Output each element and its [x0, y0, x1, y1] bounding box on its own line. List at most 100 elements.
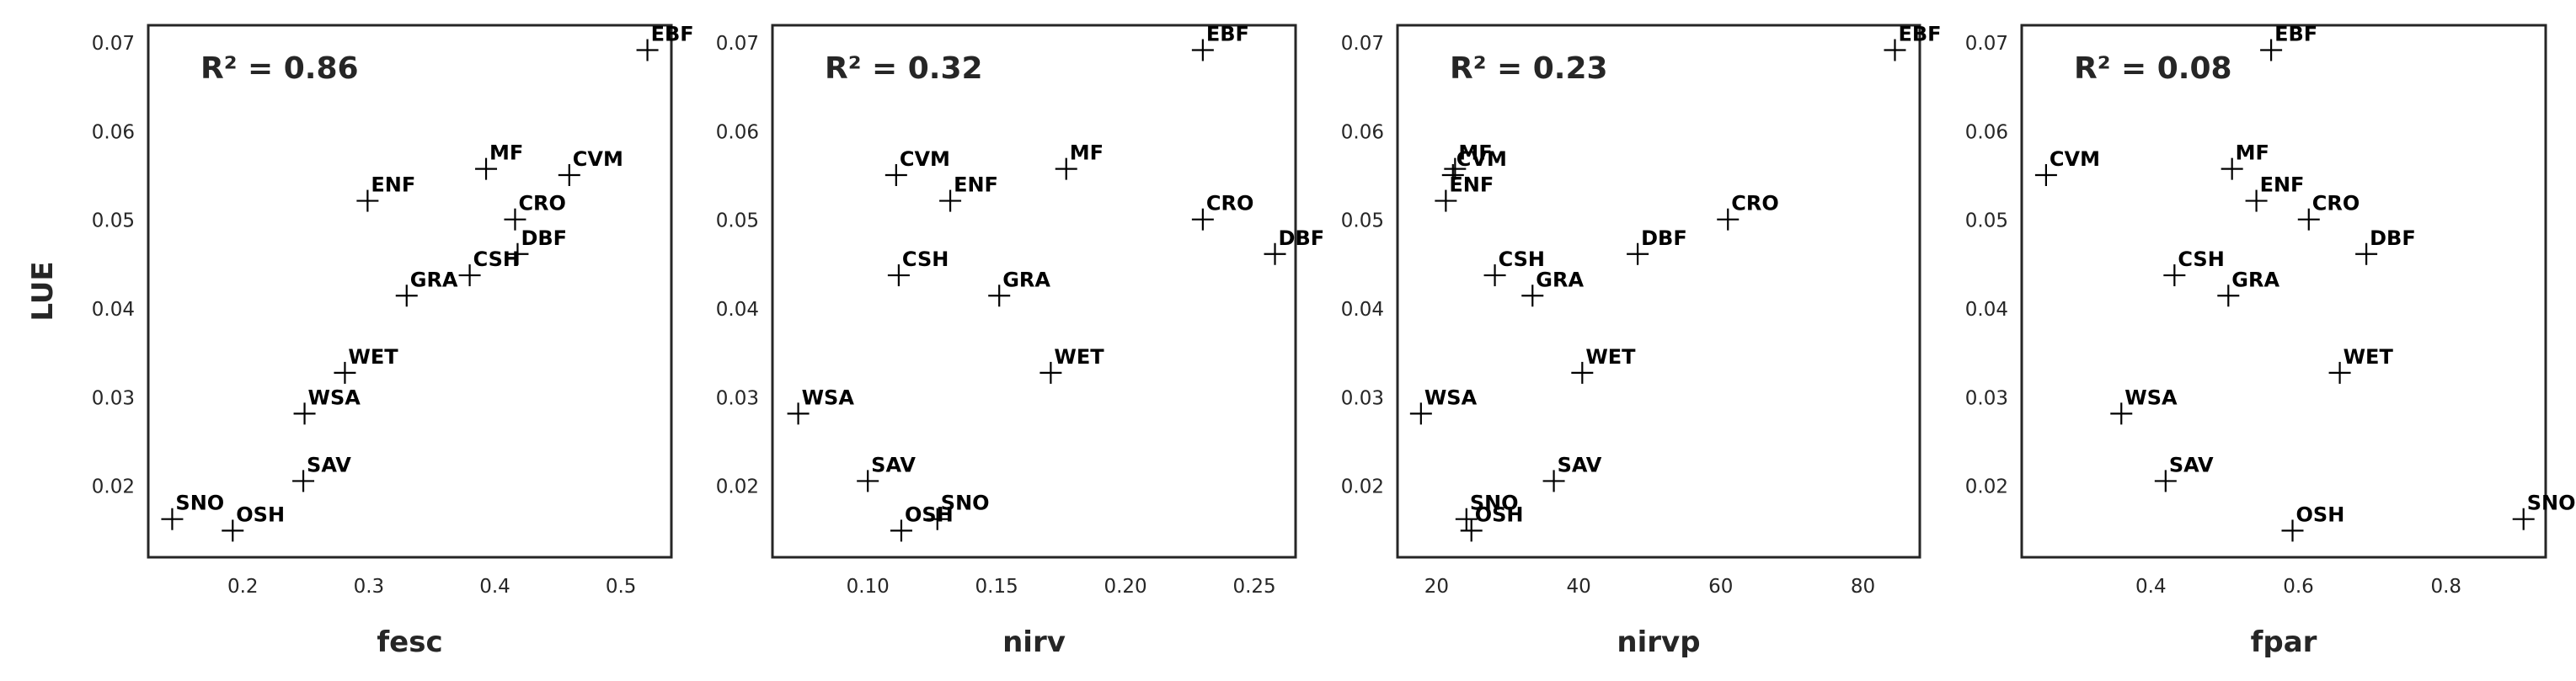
data-point: WET [2328, 345, 2394, 384]
data-point: DBF [506, 226, 567, 265]
point-label: ENF [1449, 173, 1494, 197]
data-point: SAV [1542, 453, 1602, 492]
point-label: ENF [2260, 173, 2305, 197]
x-tick-label: 80 [1851, 576, 1875, 598]
point-label: WET [2344, 345, 2394, 369]
point-label: WSA [2124, 386, 2178, 409]
point-label: CSH [2178, 247, 2224, 271]
data-point: CVM [1441, 147, 1507, 187]
x-tick-label: 40 [1566, 576, 1590, 598]
point-label: MF [2236, 141, 2269, 165]
y-axis-title: LUE [26, 261, 60, 321]
plot-frame [1396, 24, 1921, 559]
data-point: DBF [2355, 226, 2416, 265]
y-tick-label: 0.07 [716, 33, 759, 55]
point-label: EBF [1206, 22, 1249, 45]
data-point: SAV [2154, 453, 2214, 492]
data-point: WSA [1409, 386, 1478, 425]
data-point: OSH [890, 503, 954, 542]
y-tick-label: 0.02 [1965, 476, 2008, 498]
panel-1: 0.02 0.03 0.04 0.05 0.06 0.07 0.2 0.3 0.4 0.5 fesc… [26, 22, 694, 659]
data-point: EBF [1191, 22, 1249, 61]
y-tick-label: 0.06 [1965, 121, 2008, 143]
data-point: MF [475, 141, 523, 180]
panel-2: 0.02 0.03 0.04 0.05 0.06 0.07 0.10 0.15 0.20 0.25… [716, 22, 1324, 659]
point-label: CRO [1731, 192, 1779, 215]
x-tick-label: 0.2 [227, 576, 259, 598]
data-point: ENF [1435, 173, 1494, 212]
data-point: SAV [857, 453, 916, 492]
point-label: SNO [1470, 492, 1519, 515]
plot-frame [147, 24, 673, 559]
x-tick-label: 0.6 [2283, 576, 2314, 598]
data-point: OSH [222, 503, 285, 542]
y-tick-label: 0.06 [716, 121, 759, 143]
point-label: MF [489, 141, 523, 165]
y-tick-label: 0.02 [1341, 476, 1384, 498]
point-label: OSH [2296, 503, 2345, 526]
point-label: MF [1070, 141, 1104, 165]
point-label: DBF [521, 226, 567, 250]
point-label: CSH [473, 247, 520, 271]
data-point: DBF [1627, 226, 1687, 265]
point-label: WSA [1424, 386, 1478, 409]
data-point: WSA [2110, 386, 2178, 425]
y-tick-label: 0.05 [716, 210, 759, 232]
data-point: OSH [2281, 503, 2345, 542]
data-point: ENF [939, 173, 998, 212]
point-label: OSH [1475, 503, 1524, 526]
point-label: CRO [518, 192, 566, 215]
data-point: CSH [1483, 247, 1545, 287]
data-point: EBF [636, 22, 694, 61]
point-label: WET [1585, 345, 1636, 369]
point-label: CRO [2312, 192, 2360, 215]
data-point: MF [2221, 141, 2269, 180]
x-axis-title: fpar [2251, 625, 2317, 659]
x-tick-label: 0.4 [2135, 576, 2167, 598]
data-point: CSH [887, 247, 949, 287]
data-point: GRA [395, 268, 458, 307]
r-squared-annotation: R² = 0.08 [2074, 51, 2232, 86]
y-tick-label: 0.04 [1965, 299, 2008, 321]
x-tick-label: 0.15 [975, 576, 1018, 598]
point-label: SAV [307, 453, 351, 476]
data-point: DBF [1264, 226, 1324, 265]
data-point: SNO [926, 492, 990, 530]
data-point: CSH [458, 247, 520, 287]
point-label: CSH [1499, 247, 1545, 271]
data-point: WSA [787, 386, 854, 425]
x-axis-title: nirv [1002, 625, 1066, 659]
data-point: CRO [1191, 192, 1254, 231]
plot-frame [771, 24, 1297, 559]
panel-4: 0.02 0.03 0.04 0.05 0.06 0.07 0.4 0.6 0.8 fpar R² … [1965, 22, 2576, 659]
point-label: WET [1054, 345, 1104, 369]
point-label: SAV [2169, 453, 2214, 476]
point-label: EBF [2274, 22, 2317, 45]
data-point: ENF [2245, 173, 2305, 212]
y-tick-label: 0.06 [92, 121, 135, 143]
point-label: DBF [2370, 226, 2416, 250]
point-label: CVM [900, 147, 950, 171]
x-tick-label: 0.20 [1104, 576, 1146, 598]
y-tick-label: 0.05 [92, 210, 135, 232]
data-point: EBF [2260, 22, 2317, 61]
x-tick-label: 0.5 [606, 576, 637, 598]
point-label: EBF [651, 22, 694, 45]
r-squared-annotation: R² = 0.23 [1450, 51, 1608, 86]
y-tick-label: 0.03 [1965, 387, 2008, 409]
data-point: GRA [1521, 268, 1584, 307]
point-label: WET [348, 345, 398, 369]
data-point: CRO [1717, 192, 1779, 231]
point-label: CRO [1206, 192, 1254, 215]
point-label: OSH [236, 503, 285, 526]
y-tick-label: 0.02 [92, 476, 135, 498]
data-point: EBF [1884, 22, 1942, 61]
data-point: CVM [2034, 147, 2100, 187]
y-tick-label: 0.07 [1965, 33, 2008, 55]
point-label: GRA [2231, 268, 2279, 291]
panel-3: 0.02 0.03 0.04 0.05 0.06 0.07 20 40 60 80 nirvp R² … [1341, 22, 1942, 659]
data-point: MF [1444, 141, 1493, 180]
y-tick-label: 0.03 [716, 387, 759, 409]
r-squared-annotation: R² = 0.32 [825, 51, 983, 86]
